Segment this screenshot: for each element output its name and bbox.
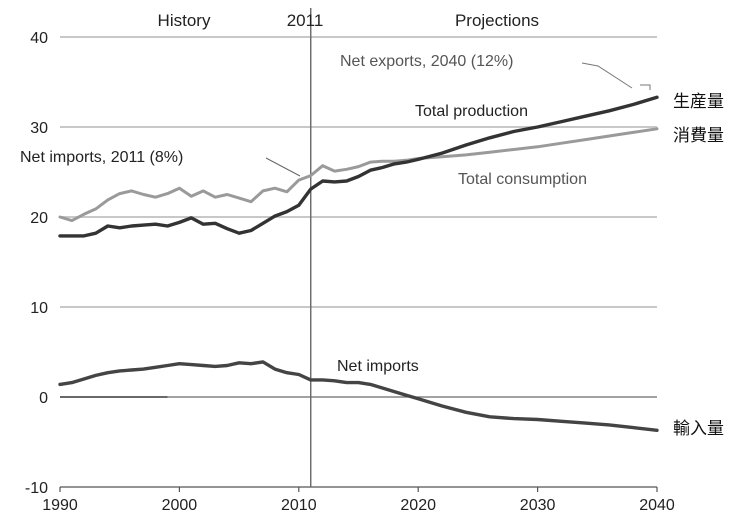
history-label: History [158,11,211,30]
imports-jp-label: 輸入量 [673,419,724,439]
y-tick-label-40: 40 [30,30,48,47]
series-lines [60,97,657,430]
y-tick-label-20: 20 [30,210,48,227]
total-production-annotation: Total production [415,103,528,120]
net-imports-annotation: Net imports [337,358,419,375]
x-tick-label-2010: 2010 [281,497,317,514]
x-tick-label-2020: 2020 [400,497,436,514]
y-tick-label--10: -10 [25,480,48,497]
projections-label: Projections [455,11,539,30]
y-tick-label-30: 30 [30,120,48,137]
net-imports-2011-leader [266,158,300,176]
chart-labels: History 2011 Projections Net exports, 2040 … [20,11,724,439]
divider-year-label: 2011 [287,11,324,30]
x-tick-label-1990: 1990 [42,497,78,514]
net-exports-leader [582,63,632,88]
x-tick-label-2000: 2000 [162,497,198,514]
net-exports-annotation: Net exports, 2040 (12%) [340,53,513,70]
net-imports-2011-annotation: Net imports, 2011 (8%) [20,149,183,166]
net-exports-bracket-top [640,85,650,90]
consumption-jp-label: 消費量 [673,126,724,146]
x-tick-label-2030: 2030 [520,497,556,514]
y-tick-label-10: 10 [30,300,48,317]
total-consumption-annotation: Total consumption [458,171,587,188]
y-tick-label-0: 0 [39,390,48,407]
x-tick-label-2040: 2040 [639,497,675,514]
production-jp-label: 生産量 [673,92,724,112]
